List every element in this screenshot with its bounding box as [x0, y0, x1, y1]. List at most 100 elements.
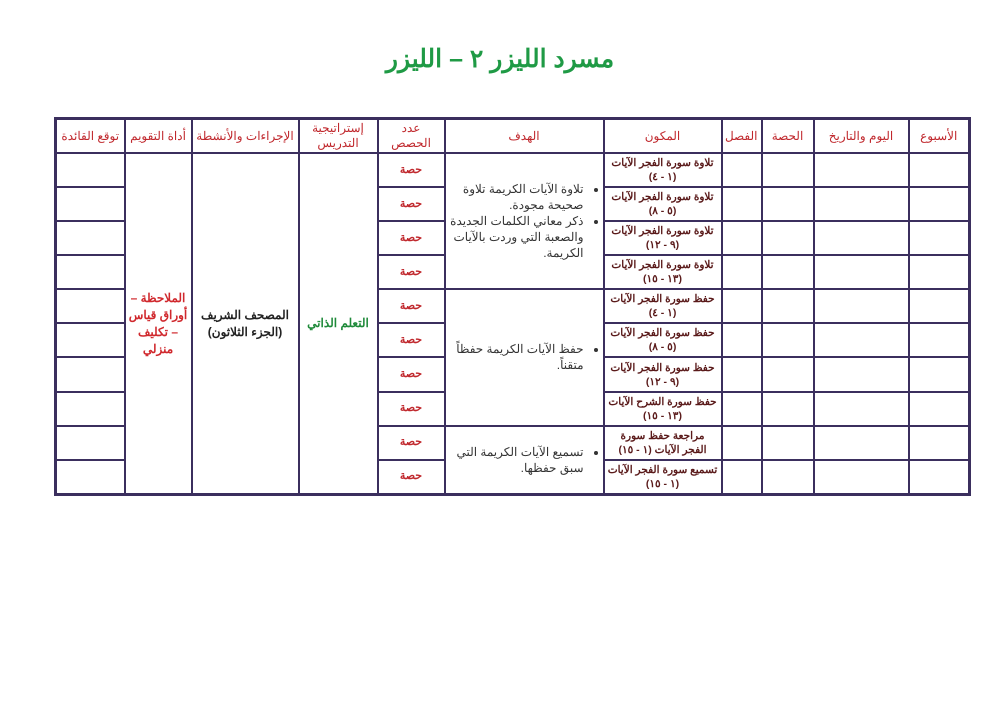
- sessions-count-cell: حصة: [376, 186, 446, 223]
- component-cell: تلاوة سورة الفجر الآيات (١٣ - ١٥): [602, 254, 723, 291]
- week-cell[interactable]: [907, 254, 971, 291]
- sessions-count-cell: حصة: [376, 356, 446, 393]
- sessions-count-cell: حصة: [376, 220, 446, 257]
- class-cell[interactable]: [720, 151, 763, 189]
- day-date-cell[interactable]: [812, 390, 910, 427]
- day-date-cell[interactable]: [812, 356, 910, 393]
- day-date-cell[interactable]: [812, 151, 910, 189]
- expected-benefit-cell[interactable]: [54, 220, 126, 257]
- header-class: الفصل: [720, 117, 763, 154]
- week-cell[interactable]: [907, 458, 971, 496]
- sessions-count-cell: حصة: [376, 390, 446, 427]
- week-cell[interactable]: [907, 220, 971, 257]
- lesson-plan-table: الأسبوع اليوم والتاريخ الحصة الفصل المكو…: [54, 117, 971, 496]
- table-row: تلاوة سورة الفجر الآيات (٩ - ١٢) حصة: [54, 220, 971, 257]
- week-cell[interactable]: [907, 186, 971, 223]
- day-date-cell[interactable]: [812, 288, 910, 325]
- expected-benefit-cell[interactable]: [54, 322, 126, 359]
- week-cell[interactable]: [907, 322, 971, 359]
- day-date-cell[interactable]: [812, 254, 910, 291]
- period-cell[interactable]: [760, 356, 815, 393]
- goal-cell: حفظ الآيات الكريمة حفظاً متقناً.: [443, 288, 605, 427]
- component-cell: تلاوة سورة الفجر الآيات (٥ - ٨): [602, 186, 723, 223]
- table-row: حفظ سورة الشرح الآيات (١٣ - ١٥) حصة: [54, 390, 971, 427]
- assessment-cell: الملاحظة – أوراق قياس – تكليف منزلي: [123, 152, 193, 496]
- day-date-cell[interactable]: [812, 322, 910, 359]
- component-cell: تسميع سورة الفجر الآيات (١ - ١٥): [602, 458, 723, 496]
- expected-benefit-cell[interactable]: [54, 356, 126, 393]
- table-row: حفظ سورة الفجر الآيات (٩ - ١٢) حصة: [54, 356, 971, 393]
- week-cell[interactable]: [907, 424, 971, 461]
- day-date-cell[interactable]: [812, 424, 910, 461]
- day-date-cell[interactable]: [812, 458, 910, 496]
- class-cell[interactable]: [720, 254, 763, 291]
- period-cell[interactable]: [760, 186, 815, 223]
- component-cell: مراجعة حفظ سورة الفجر الآيات (١ - ١٥): [602, 424, 723, 461]
- class-cell[interactable]: [720, 220, 763, 257]
- header-component: المكون: [602, 117, 723, 154]
- header-day-date: اليوم والتاريخ: [812, 117, 910, 154]
- goal-cell: تسميع الآيات الكريمة التي سبق حفظها.: [443, 424, 605, 496]
- sessions-count-cell: حصة: [376, 424, 446, 461]
- sessions-count-cell: حصة: [376, 254, 446, 291]
- component-cell: تلاوة سورة الفجر الآيات (٩ - ١٢): [602, 220, 723, 257]
- period-cell[interactable]: [760, 151, 815, 189]
- page-title: مسرد الليزر ٢ – الليزر: [385, 45, 615, 73]
- header-sessions-count: عدد الحصص: [376, 117, 446, 154]
- sessions-count-cell: حصة: [376, 322, 446, 359]
- goal-item: تسميع الآيات الكريمة التي سبق حفظها.: [449, 444, 583, 476]
- expected-benefit-cell[interactable]: [54, 390, 126, 427]
- sessions-count-cell: حصة: [376, 288, 446, 325]
- period-cell[interactable]: [760, 254, 815, 291]
- expected-benefit-cell[interactable]: [54, 186, 126, 223]
- expected-benefit-cell[interactable]: [54, 288, 126, 325]
- day-date-cell[interactable]: [812, 186, 910, 223]
- goal-item: تلاوة الآيات الكريمة تلاوة صحيحة مجودة.: [449, 181, 584, 213]
- header-week: الأسبوع: [907, 117, 971, 154]
- component-cell: حفظ سورة الشرح الآيات (١٣ - ١٥): [602, 390, 723, 427]
- period-cell[interactable]: [760, 288, 815, 325]
- expected-benefit-cell[interactable]: [54, 458, 126, 496]
- class-cell[interactable]: [720, 390, 763, 427]
- goal-item: ذكر معاني الكلمات الجديدة والصعبة التي و…: [449, 213, 583, 261]
- header-period: الحصة: [760, 117, 815, 154]
- table-row: مراجعة حفظ سورة الفجر الآيات (١ - ١٥)تسم…: [54, 424, 971, 496]
- expected-benefit-cell[interactable]: [54, 424, 126, 461]
- header-expected-benefit: توقع القائدة: [54, 117, 126, 154]
- week-cell[interactable]: [907, 288, 971, 325]
- period-cell[interactable]: [760, 458, 815, 496]
- header-strategy: إستراتيجية التدريس: [297, 117, 379, 154]
- period-cell[interactable]: [760, 322, 815, 359]
- table-row: تلاوة سورة الفجر الآيات (١ - ٤)تلاوة الآ…: [54, 151, 971, 496]
- table-row: حفظ سورة الفجر الآيات (١ - ٤) حفظ الآيات …: [54, 288, 971, 427]
- class-cell[interactable]: [720, 288, 763, 325]
- class-cell[interactable]: [720, 322, 763, 359]
- period-cell[interactable]: [760, 390, 815, 427]
- class-cell[interactable]: [720, 424, 763, 461]
- class-cell[interactable]: [720, 186, 763, 223]
- expected-benefit-cell[interactable]: [54, 254, 126, 291]
- sessions-count-cell: حصة: [376, 151, 446, 189]
- expected-benefit-cell[interactable]: [54, 151, 126, 189]
- table-row: تسميع سورة الفجر الآيات (١ - ١٥) حصة: [54, 458, 971, 496]
- period-cell[interactable]: [760, 424, 815, 461]
- period-cell[interactable]: [760, 220, 815, 257]
- header-assessment: أداة التقويم: [123, 117, 193, 154]
- class-cell[interactable]: [720, 356, 763, 393]
- component-cell: تلاوة سورة الفجر الآيات (١ - ٤): [602, 151, 723, 189]
- table-row: تلاوة سورة الفجر الآيات (٥ - ٨) حصة: [54, 186, 971, 223]
- procedures-cell: المصحف الشريف (الجزء الثلاثون): [190, 152, 300, 496]
- week-cell[interactable]: [907, 390, 971, 427]
- day-date-cell[interactable]: [812, 220, 910, 257]
- goal-list: تسميع الآيات الكريمة التي سبق حفظها.: [449, 444, 600, 476]
- table-row: حفظ سورة الفجر الآيات (٥ - ٨) حصة: [54, 322, 971, 359]
- header-procedures: الإجراءات والأنشطة: [190, 117, 300, 154]
- week-cell[interactable]: [907, 356, 971, 393]
- goal-cell: تلاوة الآيات الكريمة تلاوة صحيحة مجودة.ذ…: [443, 151, 605, 291]
- goal-list: حفظ الآيات الكريمة حفظاً متقناً.: [449, 341, 600, 373]
- table-row: تلاوة سورة الفجر الآيات (١٣ - ١٥) حصة: [54, 254, 971, 291]
- class-cell[interactable]: [720, 458, 763, 496]
- week-cell[interactable]: [907, 151, 971, 189]
- header-goal: الهدف: [443, 117, 605, 154]
- header-row: الأسبوع اليوم والتاريخ الحصة الفصل المكو…: [54, 117, 971, 154]
